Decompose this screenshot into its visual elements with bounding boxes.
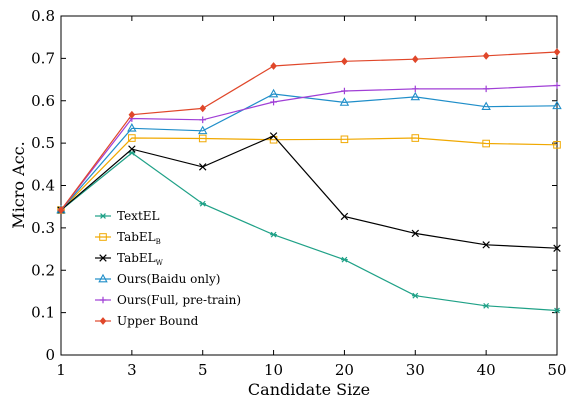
y-tick-label: 0 [45, 346, 55, 364]
series-line [60, 93, 558, 211]
legend-swatch-marker [99, 233, 107, 241]
data-point [552, 100, 562, 110]
data-point [482, 51, 490, 60]
data-point [341, 57, 348, 66]
x-tick-label: 50 [547, 361, 566, 379]
data-point [127, 123, 137, 132]
data-point [410, 91, 421, 101]
data-point [553, 141, 561, 149]
legend-swatch-marker [99, 213, 107, 219]
series-line [60, 84, 558, 211]
x-axis-title: Candidate Size [248, 380, 370, 398]
legend-label: TabELW [117, 251, 164, 267]
legend-item: TextEL [95, 209, 160, 223]
legend-label: TextEL [117, 209, 160, 223]
y-tick-label: 0.7 [31, 49, 55, 67]
legend-item: Upper Bound [95, 314, 199, 328]
data-point [482, 85, 490, 93]
y-tick-label: 0.1 [31, 304, 55, 322]
data-point [268, 88, 279, 98]
data-point [411, 55, 419, 64]
x-tick-label: 3 [127, 361, 137, 379]
x-axis: 1 3 5 10 20 30 40 50 [56, 16, 567, 379]
legend: TextEL TabELB TabELW Ours(Baidu only) Ours(F… [95, 209, 241, 328]
y-tick-label: 0.8 [31, 7, 55, 25]
legend-item: Ours(Baidu only) [95, 272, 220, 286]
legend-label: Upper Bound [117, 314, 199, 328]
series-2 [57, 134, 561, 214]
series-line [60, 137, 558, 211]
series-line [60, 51, 558, 211]
series-layer [56, 48, 562, 314]
data-point [482, 302, 490, 309]
legend-label: Ours(Full, pre-train) [117, 293, 241, 307]
y-tick-label: 0.2 [31, 261, 55, 279]
legend-item: TabELW [95, 251, 164, 267]
series-line [60, 135, 558, 249]
series-line [60, 152, 558, 312]
legend-label: Ours(Baidu only) [117, 272, 220, 286]
data-point [270, 62, 277, 70]
data-point [199, 200, 207, 207]
data-point [128, 134, 136, 142]
data-point [553, 48, 561, 56]
data-point [340, 212, 349, 221]
data-point [198, 134, 207, 143]
data-point [339, 97, 350, 106]
data-point [199, 104, 207, 113]
y-tick-label: 0.5 [31, 134, 55, 152]
data-point [199, 116, 207, 124]
data-point [197, 125, 208, 135]
data-point [340, 135, 349, 144]
data-point [482, 241, 490, 249]
data-point [128, 110, 136, 119]
x-tick-label: 10 [264, 361, 283, 379]
data-point [341, 87, 348, 95]
series-6 [57, 48, 561, 214]
data-point [553, 82, 561, 89]
data-point [411, 292, 419, 299]
y-axis: 0 0.1 0.2 0.3 0.4 0.5 0.6 0.7 0.8 [31, 7, 557, 364]
x-tick-label: 1 [56, 361, 66, 379]
data-point [270, 231, 277, 238]
data-point [482, 139, 490, 148]
x-tick-label: 40 [477, 361, 496, 379]
legend-swatch-marker [99, 254, 107, 262]
data-point [553, 244, 561, 252]
data-point [553, 307, 561, 314]
data-point [128, 145, 136, 153]
y-tick-label: 0.4 [31, 177, 55, 195]
y-tick-label: 0.3 [31, 219, 55, 237]
data-point [270, 98, 277, 106]
y-tick-label: 0.6 [31, 92, 55, 110]
series-4 [56, 88, 562, 214]
data-point [269, 132, 278, 140]
x-tick-label: 20 [335, 361, 354, 379]
legend-swatch-marker [99, 317, 107, 325]
x-tick-label: 30 [406, 361, 425, 379]
data-point [411, 229, 420, 238]
legend-label: TabELB [117, 230, 161, 246]
data-point [198, 163, 207, 171]
data-point [481, 101, 491, 111]
legend-item: Ours(Full, pre-train) [95, 293, 241, 307]
x-tick-label: 5 [198, 361, 208, 379]
y-axis-title: Micro Acc. [9, 141, 28, 228]
legend-item: TabELB [95, 230, 161, 246]
legend-swatch-marker [98, 273, 108, 283]
data-point [411, 134, 420, 142]
data-point [341, 256, 348, 263]
data-point [57, 206, 65, 214]
data-point [411, 85, 419, 93]
legend-swatch-marker [99, 296, 107, 304]
